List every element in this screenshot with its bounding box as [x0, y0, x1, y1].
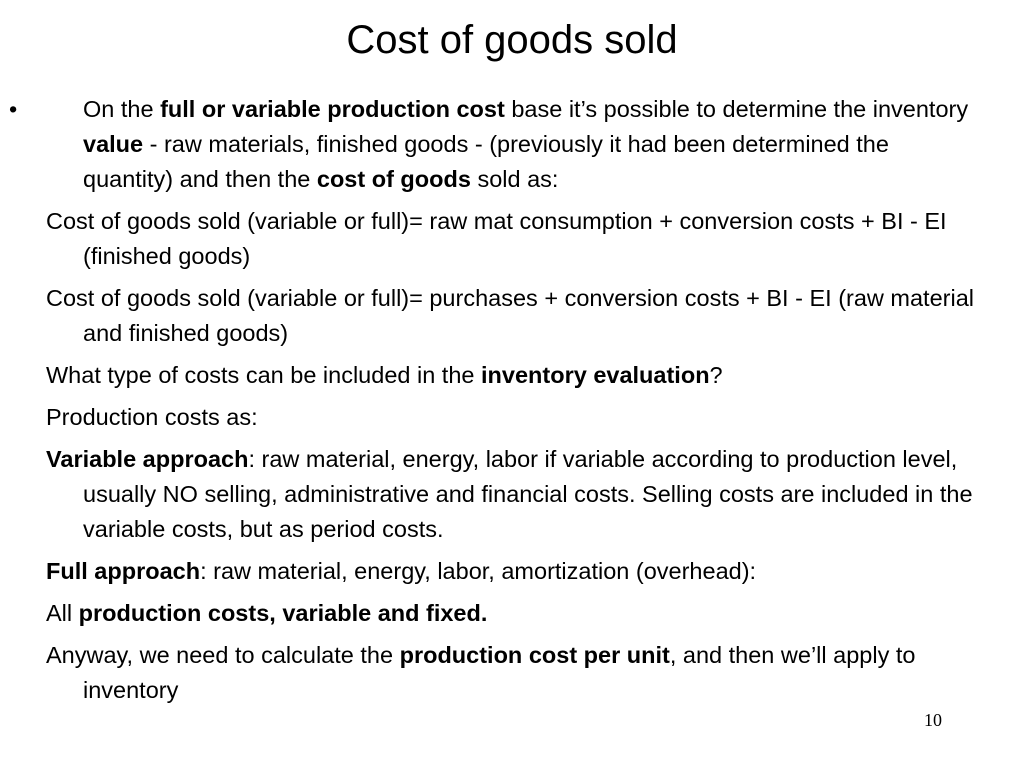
- paragraph-question: What type of costs can be included in th…: [46, 358, 976, 393]
- paragraph-variable-approach: Variable approach: raw material, energy,…: [46, 442, 976, 547]
- slide-body: • On the full or variable production cos…: [9, 92, 976, 715]
- text-run-bold: inventory evaluation: [481, 362, 710, 388]
- text-run: Cost of goods sold (variable or full)= p…: [46, 285, 974, 346]
- paragraph-production-costs: Production costs as:: [46, 400, 976, 435]
- paragraph-text: On the full or variable production cost …: [83, 92, 976, 197]
- paragraph-anyway: Anyway, we need to calculate the product…: [46, 638, 976, 708]
- text-run: Anyway, we need to calculate the: [46, 642, 400, 668]
- text-run: Cost of goods sold (variable or full)= r…: [46, 208, 947, 269]
- text-run-bold: cost of goods: [316, 166, 471, 192]
- text-run-bold: full or variable production cost: [160, 96, 505, 122]
- text-run: Production costs as:: [46, 404, 258, 430]
- text-run: What type of costs can be included in th…: [46, 362, 482, 388]
- text-run: : raw material, energy, labor, amortizat…: [200, 558, 757, 584]
- text-run-bold: Variable approach: [46, 446, 249, 472]
- text-run: All: [46, 600, 79, 626]
- paragraph-all-costs: All production costs, variable and fixed…: [46, 596, 976, 631]
- text-run: : raw material, energy, labor if variabl…: [83, 446, 973, 542]
- text-run-bold: production costs, variable and fixed.: [78, 600, 488, 626]
- text-run-bold: value: [83, 131, 144, 157]
- paragraph-full-approach: Full approach: raw material, energy, lab…: [46, 554, 976, 589]
- bullet-paragraph: • On the full or variable production cos…: [9, 92, 976, 197]
- paragraph-cogs-formula-finished: Cost of goods sold (variable or full)= r…: [46, 204, 976, 274]
- text-run: base it’s possible to determine the inve…: [504, 96, 969, 122]
- bullet-icon: •: [9, 96, 18, 122]
- text-run: , and then we’ll apply to inventory: [83, 642, 916, 703]
- text-run-bold: production cost per unit: [399, 642, 670, 668]
- text-run: - raw materials, finished goods - (previ…: [83, 131, 889, 192]
- page-number: 10: [924, 710, 942, 730]
- paragraph-cogs-formula-purchases: Cost of goods sold (variable or full)= p…: [46, 281, 976, 351]
- text-run-bold: Full approach: [46, 558, 201, 584]
- text-run: sold as:: [470, 166, 559, 192]
- text-run: On the: [83, 96, 161, 122]
- text-run: ?: [709, 362, 723, 388]
- slide-title: Cost of goods sold: [346, 18, 678, 62]
